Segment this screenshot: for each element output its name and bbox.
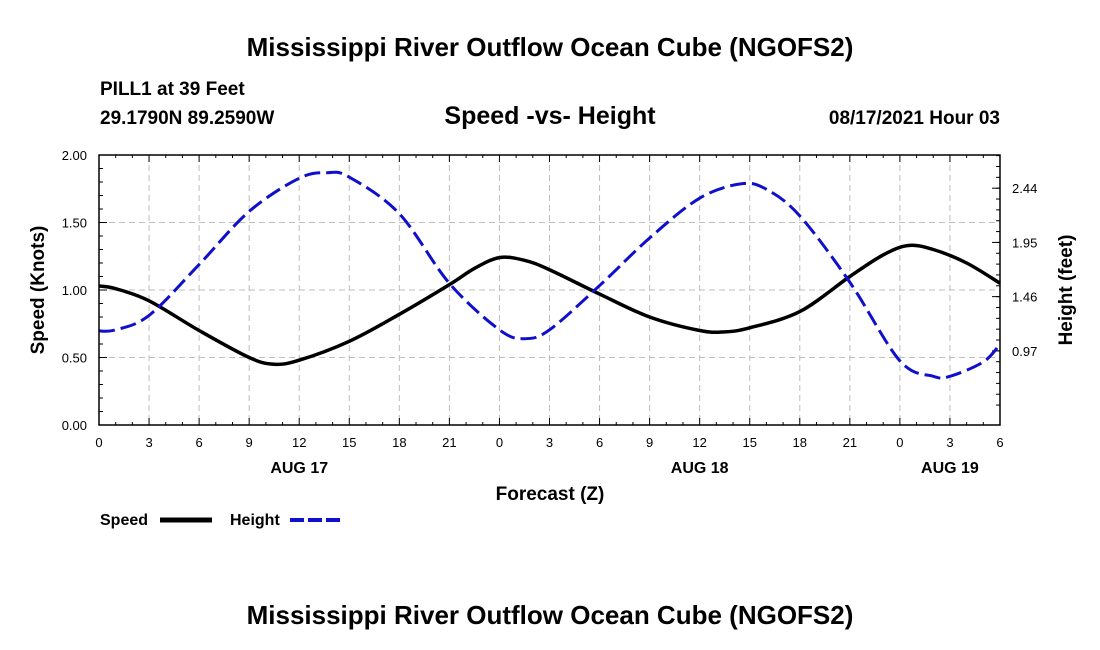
y-tick-label: 1.50 — [62, 216, 87, 231]
x-date-label: AUG 18 — [671, 460, 729, 477]
station-coords: 29.1790N 89.2590W — [100, 108, 274, 129]
x-tick-label: 6 — [596, 435, 603, 450]
tick-labels: 0 3 6 9 12 15 18 21 0 3 6 9 12 15 18 21 0 3 6 AUG 17 AUG 18 A… — [62, 148, 1038, 477]
legend-speed-label: Speed — [100, 512, 148, 529]
y2-tick-label: 0.97 — [1012, 344, 1037, 359]
x-tick-label: 12 — [692, 435, 706, 450]
chart-main-title: Mississippi River Outflow Ocean Cube (NG… — [247, 32, 854, 62]
x-tick-label: 3 — [946, 435, 953, 450]
x-tick-label: 15 — [742, 435, 756, 450]
height-series-line — [98, 170, 1002, 380]
x-tick-label: 3 — [145, 435, 152, 450]
y-tick-label: 1.00 — [62, 283, 87, 298]
x-tick-label: 15 — [342, 435, 356, 450]
x-tick-label: 6 — [996, 435, 1003, 450]
x-tick-label: 0 — [496, 435, 503, 450]
plot-frame — [98, 154, 1001, 426]
x-axis-title: Forecast (Z) — [496, 484, 605, 505]
x-tick-label: 0 — [95, 435, 102, 450]
y2-tick-label: 2.44 — [1012, 181, 1037, 196]
station-label: PILL1 at 39 Feet — [100, 79, 245, 100]
y-tick-label: 0.00 — [62, 418, 87, 433]
legend-height-label: Height — [230, 512, 280, 529]
y-axis-title: Speed (Knots) — [28, 226, 49, 355]
x-tick-label: 9 — [646, 435, 653, 450]
y-tick-label: 2.00 — [62, 148, 87, 163]
series-group — [98, 170, 1002, 380]
chart-subtitle: Speed -vs- Height — [444, 102, 656, 130]
footer-title: Mississippi River Outflow Ocean Cube (NG… — [247, 600, 854, 630]
x-tick-label: 0 — [896, 435, 903, 450]
x-date-label: AUG 17 — [270, 460, 328, 477]
y-tick-label: 0.50 — [62, 351, 87, 366]
x-tick-label: 12 — [292, 435, 306, 450]
x-date-label: AUG 19 — [921, 460, 979, 477]
grid-lines — [99, 155, 1000, 425]
y2-axis-title: Height (feet) — [1056, 235, 1077, 346]
x-tick-label: 21 — [442, 435, 456, 450]
forecast-datetime: 08/17/2021 Hour 03 — [829, 108, 1000, 129]
speed-series-line — [98, 243, 1001, 367]
x-tick-label: 21 — [843, 435, 857, 450]
x-tick-label: 9 — [246, 435, 253, 450]
y2-tick-label: 1.46 — [1012, 290, 1037, 305]
legend: Speed Height — [100, 512, 342, 529]
y2-tick-label: 1.95 — [1012, 235, 1037, 250]
x-tick-label: 3 — [546, 435, 553, 450]
x-tick-label: 18 — [793, 435, 807, 450]
x-tick-label: 18 — [392, 435, 406, 450]
x-tick-label: 6 — [195, 435, 202, 450]
